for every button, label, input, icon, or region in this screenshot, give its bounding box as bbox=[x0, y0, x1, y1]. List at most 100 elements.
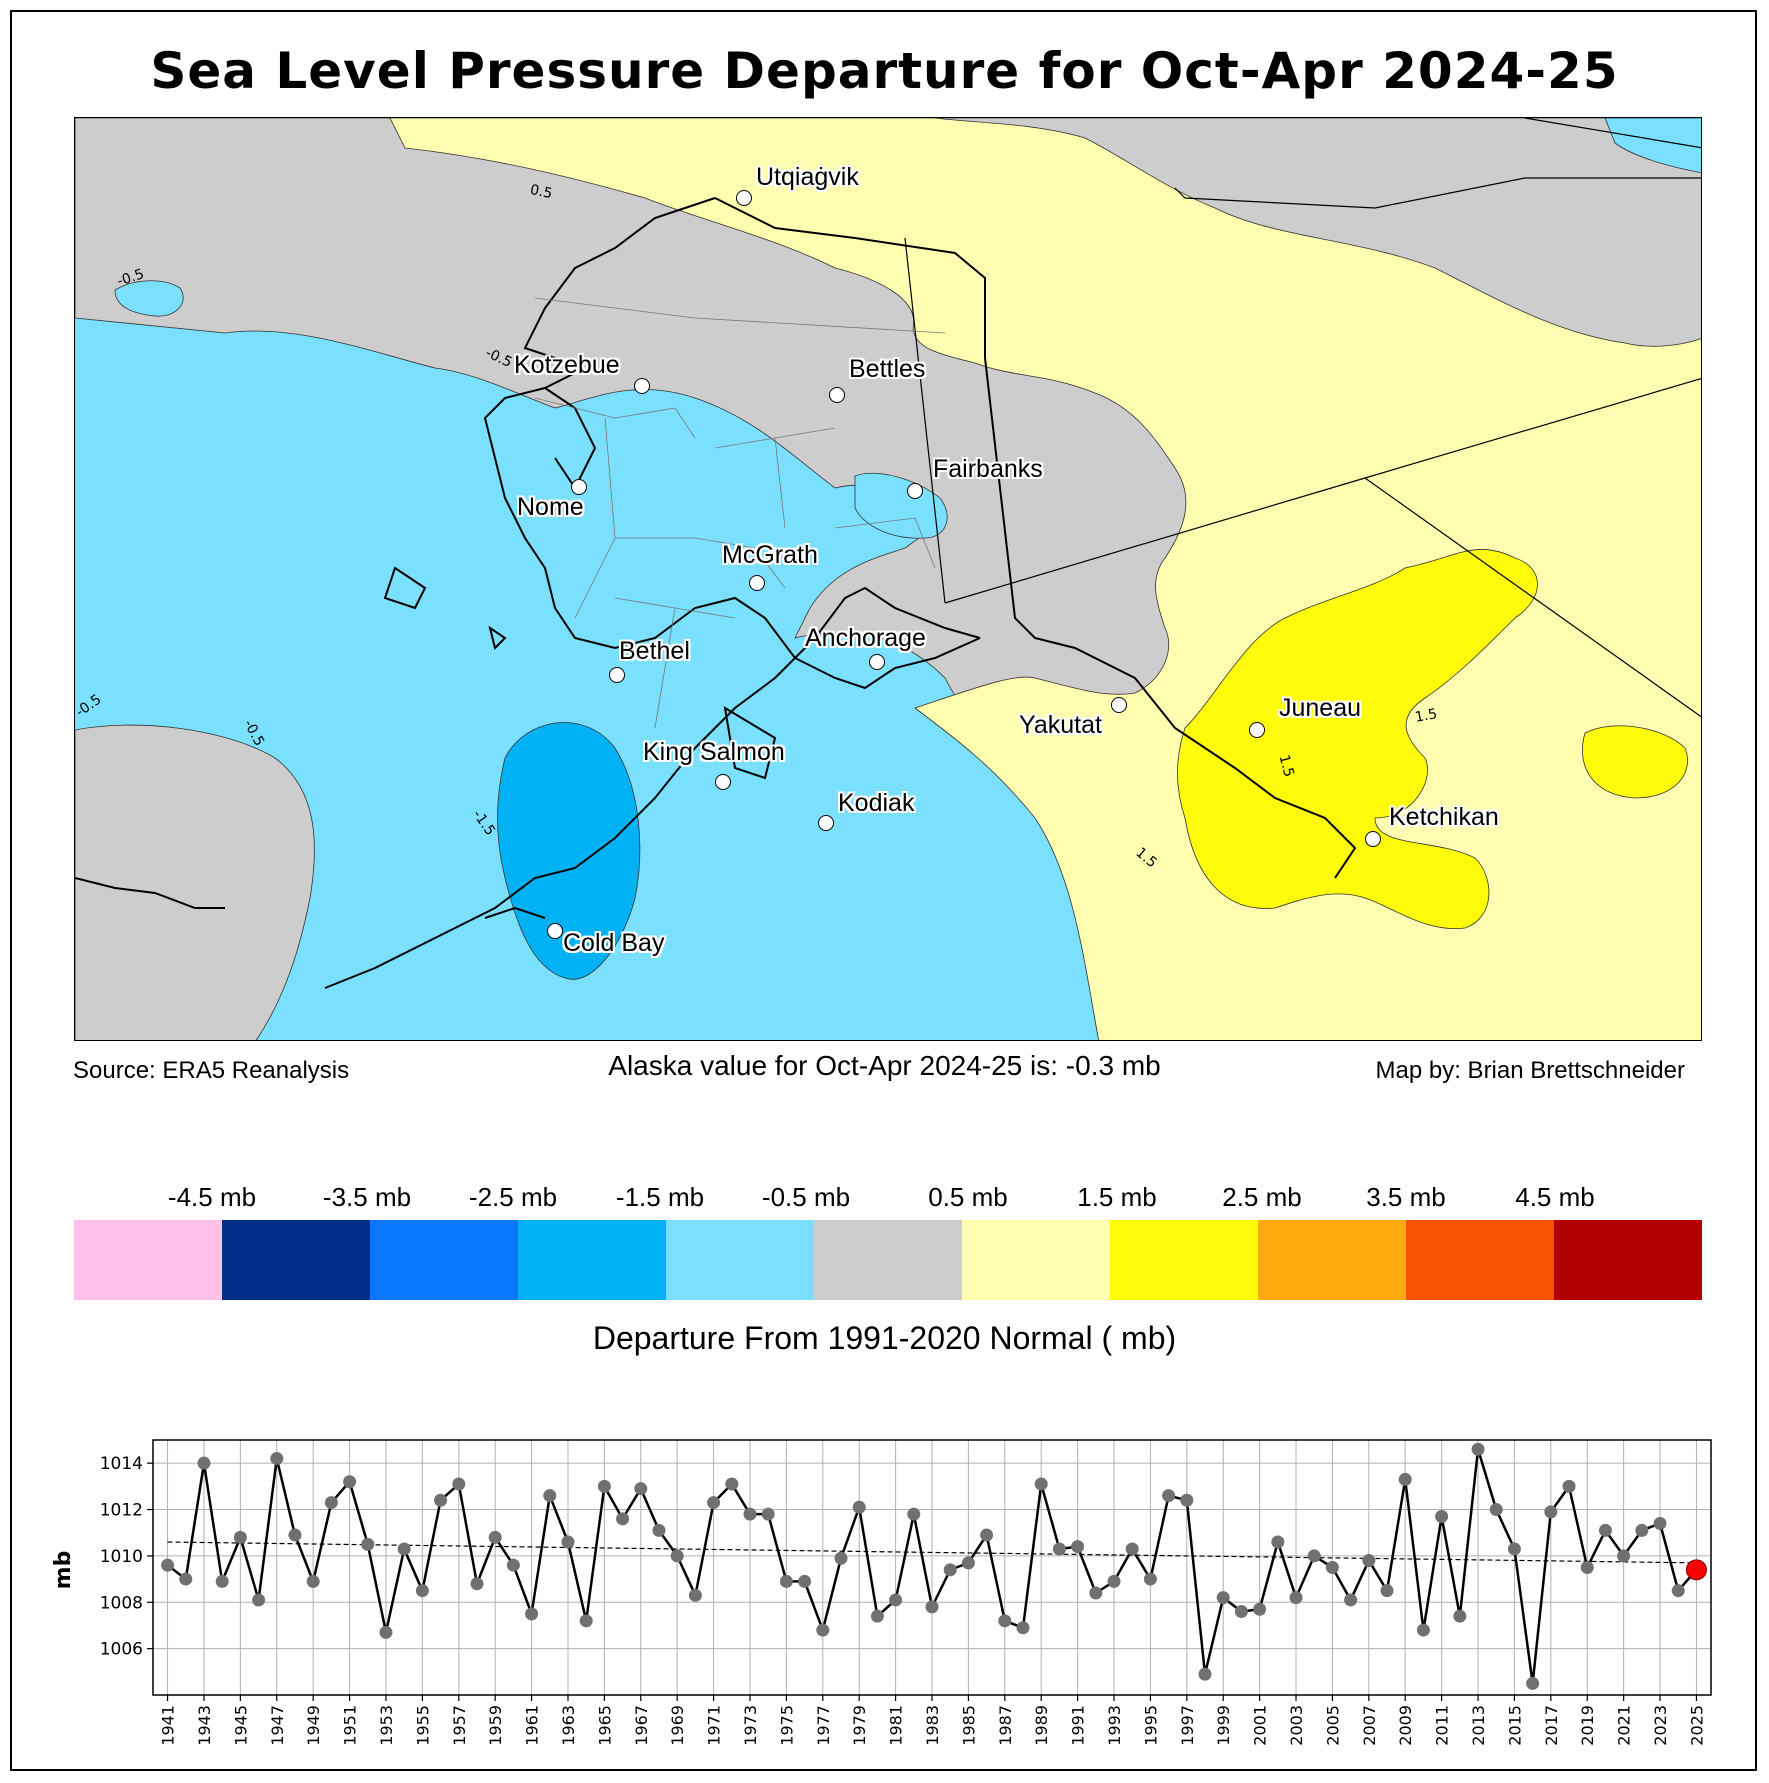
city-label: Juneau bbox=[1279, 694, 1362, 722]
colorbar-tick: -4.5 mb bbox=[167, 1182, 257, 1212]
data-point bbox=[561, 1535, 575, 1549]
data-point bbox=[1143, 1572, 1157, 1586]
data-point bbox=[288, 1528, 302, 1542]
data-point bbox=[1507, 1542, 1521, 1556]
data-point bbox=[1544, 1505, 1558, 1519]
map-zone-gray-upper bbox=[934, 118, 1701, 347]
x-tick-label: 1987 bbox=[996, 1705, 1015, 1746]
city-label: Yakutat bbox=[1019, 711, 1102, 739]
x-tick-label: 2013 bbox=[1469, 1705, 1488, 1746]
data-point bbox=[1380, 1584, 1394, 1598]
x-tick-label: 1959 bbox=[486, 1705, 505, 1746]
x-tick-label: 1997 bbox=[1178, 1705, 1197, 1746]
data-point bbox=[1453, 1609, 1467, 1623]
data-point bbox=[943, 1563, 957, 1577]
data-point bbox=[725, 1477, 739, 1491]
x-tick-label: 1977 bbox=[814, 1705, 833, 1746]
data-point bbox=[1052, 1542, 1066, 1556]
colorbar-title: Departure From 1991-2020 Normal ( mb) bbox=[592, 1320, 1177, 1356]
city-marker bbox=[609, 667, 625, 683]
x-tick-label: 1983 bbox=[923, 1705, 942, 1746]
data-point bbox=[597, 1479, 611, 1493]
x-tick-label: 1963 bbox=[559, 1705, 578, 1746]
colorbar-swatch bbox=[1554, 1220, 1702, 1300]
x-tick-label: 1979 bbox=[850, 1705, 869, 1746]
data-point bbox=[761, 1507, 775, 1521]
x-tick-label: 1949 bbox=[304, 1705, 323, 1746]
map-zone-cyan-fairbanks bbox=[854, 472, 948, 539]
x-tick-label: 2015 bbox=[1505, 1705, 1524, 1746]
data-point bbox=[961, 1556, 975, 1570]
trend-line bbox=[167, 1541, 1697, 1564]
data-point bbox=[816, 1623, 830, 1637]
city-label: Utqiaġvik bbox=[756, 163, 859, 191]
x-tick-label: 1947 bbox=[268, 1705, 287, 1746]
city-label: Ketchikan bbox=[1389, 803, 1499, 831]
data-point bbox=[616, 1512, 630, 1526]
y-tick-label: 1012 bbox=[100, 1501, 143, 1521]
data-point bbox=[1234, 1605, 1248, 1619]
x-tick-label: 1985 bbox=[959, 1705, 978, 1746]
data-point bbox=[1435, 1510, 1449, 1523]
x-tick-label: 1969 bbox=[668, 1705, 687, 1746]
map-zone-gray-west bbox=[75, 724, 315, 1040]
data-point bbox=[1580, 1561, 1594, 1574]
colorbar-tick: 3.5 mb bbox=[1366, 1182, 1446, 1212]
departure-map: 0.5 -0.5 -0.5 -0.5 -0.5 -1.5 1.5 1.5 1.5… bbox=[74, 117, 1702, 1041]
x-tick-label: 1945 bbox=[231, 1705, 250, 1746]
y-tick-label: 1008 bbox=[100, 1593, 143, 1613]
x-tick-label: 2009 bbox=[1396, 1705, 1415, 1746]
city-label: Nome bbox=[517, 493, 584, 521]
x-tick-label: 1955 bbox=[413, 1705, 432, 1746]
data-point bbox=[1362, 1554, 1376, 1568]
data-point bbox=[779, 1574, 793, 1588]
data-point bbox=[1344, 1593, 1358, 1607]
x-tick-label: 1967 bbox=[632, 1705, 651, 1746]
x-tick-label: 1989 bbox=[1032, 1705, 1051, 1746]
data-point bbox=[179, 1572, 193, 1586]
alaska-coastline bbox=[324, 197, 1357, 989]
credit-note: Map by: Brian Brettschneider bbox=[1375, 1057, 1685, 1084]
data-point bbox=[998, 1614, 1012, 1628]
data-point bbox=[1471, 1442, 1485, 1456]
colorbar-tick: 4.5 mb bbox=[1515, 1182, 1595, 1212]
figure-title: Sea Level Pressure Departure for Oct-Apr… bbox=[150, 42, 1619, 100]
city-marker bbox=[1111, 697, 1127, 713]
x-tick-label: 2021 bbox=[1615, 1705, 1634, 1746]
colorbar-swatch bbox=[962, 1220, 1110, 1300]
city-label: McGrath bbox=[722, 541, 818, 569]
data-point bbox=[925, 1600, 939, 1614]
city-marker bbox=[749, 575, 765, 591]
borders bbox=[904, 118, 1701, 718]
city-label: Bettles bbox=[849, 355, 926, 383]
colorbar-tick: 2.5 mb bbox=[1222, 1182, 1302, 1212]
data-point bbox=[1071, 1540, 1085, 1554]
data-point bbox=[324, 1496, 338, 1510]
y-tick-label: 1014 bbox=[100, 1454, 143, 1474]
x-tick-label: 1991 bbox=[1069, 1705, 1088, 1746]
colorbar-swatch bbox=[1406, 1220, 1554, 1300]
data-point bbox=[1671, 1584, 1685, 1598]
map-zone-cyan-arctic bbox=[1604, 118, 1701, 174]
data-point bbox=[1216, 1591, 1230, 1605]
y-tick-label: 1006 bbox=[100, 1640, 143, 1660]
city-marker bbox=[818, 815, 834, 831]
y-axis-label: mb bbox=[51, 1551, 76, 1590]
city-label: Bethel bbox=[619, 637, 690, 665]
data-point bbox=[907, 1507, 921, 1521]
data-point bbox=[834, 1551, 848, 1565]
city-label: Fairbanks bbox=[933, 455, 1043, 483]
x-tick-label: 1999 bbox=[1214, 1705, 1233, 1746]
borough-lines bbox=[534, 297, 946, 729]
colorbar-swatch bbox=[74, 1220, 222, 1300]
data-point bbox=[1162, 1489, 1176, 1503]
x-tick-label: 2017 bbox=[1542, 1705, 1561, 1746]
data-point bbox=[634, 1482, 648, 1496]
x-tick-label: 1975 bbox=[777, 1705, 796, 1746]
x-tick-label: 2003 bbox=[1287, 1705, 1306, 1746]
map-zone-yellow bbox=[1177, 549, 1538, 930]
data-point bbox=[1089, 1586, 1103, 1600]
data-point bbox=[707, 1496, 721, 1510]
city-label: Kotzebue bbox=[514, 351, 620, 379]
x-tick-label: 1943 bbox=[195, 1705, 214, 1746]
